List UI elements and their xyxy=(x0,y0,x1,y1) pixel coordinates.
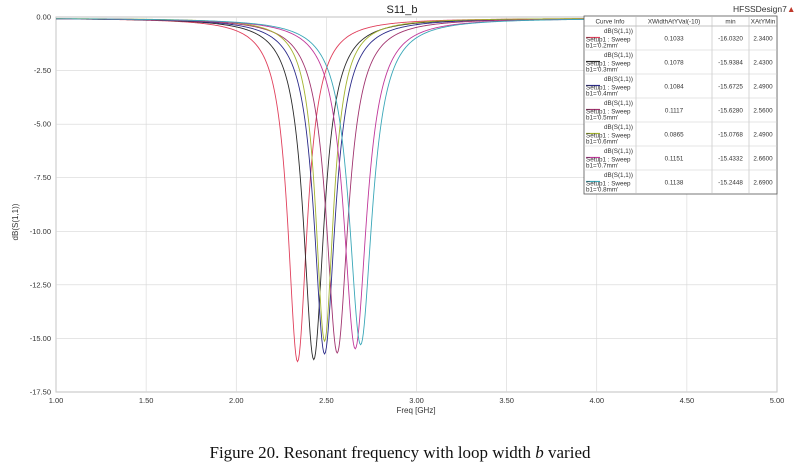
legend-series-setup: Setup1 : Sweep xyxy=(586,109,631,116)
legend-xwidth-value: 0.1151 xyxy=(665,156,684,163)
legend-min-value: -15.6725 xyxy=(718,84,743,91)
chart-title: S11_b xyxy=(387,4,418,16)
y-tick-label: -5.00 xyxy=(34,120,51,129)
legend-series-setup: Setup1 : Sweep xyxy=(586,157,631,164)
legend-series-name: dB(S(1,1)) xyxy=(604,52,633,59)
legend-min-value: -15.2448 xyxy=(718,180,743,187)
legend-series-param: b1='0.2mm' xyxy=(586,43,618,50)
caption-suffix: varied xyxy=(543,443,591,462)
legend-xwidth-value: 0.1138 xyxy=(665,180,684,187)
legend-xwidth-value: 0.1117 xyxy=(665,108,684,115)
legend-series-param: b1='0.8mm' xyxy=(586,187,618,194)
legend-xatymin-value: 2.5600 xyxy=(753,108,773,115)
y-axis-label: dB(S(1,1)) xyxy=(11,203,20,240)
x-tick-label: 5.00 xyxy=(770,396,785,405)
legend-xatymin-value: 2.6600 xyxy=(753,156,773,163)
legend-series-name: dB(S(1,1)) xyxy=(604,76,633,83)
x-tick-label: 4.00 xyxy=(589,396,604,405)
y-tick-label: -7.50 xyxy=(34,173,51,182)
legend: Curve Info XWidthAtYVal(-10) min XAtYMin dB(… xyxy=(583,15,778,195)
legend-series-name: dB(S(1,1)) xyxy=(604,148,633,155)
x-tick-label: 2.50 xyxy=(319,396,334,405)
legend-header-cell: min xyxy=(725,19,736,26)
legend-xwidth-value: 0.0865 xyxy=(664,132,684,139)
legend-series-param: b1='0.3mm' xyxy=(586,67,618,74)
legend-min-value: -15.4332 xyxy=(718,156,743,163)
legend-series-setup: Setup1 : Sweep xyxy=(586,85,631,92)
x-tick-label: 4.50 xyxy=(680,396,695,405)
figure-caption: Figure 20. Resonant frequency with loop … xyxy=(0,443,800,463)
legend-min-value: -15.6280 xyxy=(718,108,743,115)
legend-xwidth-value: 0.1033 xyxy=(664,36,684,43)
legend-series-param: b1='0.5mm' xyxy=(586,115,618,122)
x-axis-label: Freq [GHz] xyxy=(396,406,435,415)
legend-xatymin-value: 2.4900 xyxy=(753,132,773,139)
caption-variable: b xyxy=(535,443,544,462)
legend-xwidth-value: 0.1078 xyxy=(664,60,684,67)
legend-series-name: dB(S(1,1)) xyxy=(604,28,633,35)
design-marker-icon: ▲ xyxy=(787,4,795,14)
y-tick-label: -10.00 xyxy=(30,227,51,236)
legend-series-name: dB(S(1,1)) xyxy=(604,100,633,107)
legend-series-setup: Setup1 : Sweep xyxy=(586,61,631,68)
legend-header-cell: XWidthAtYVal(-10) xyxy=(648,19,700,26)
legend-series-param: b1='0.4mm' xyxy=(586,91,618,98)
y-tick-label: -12.50 xyxy=(30,280,51,289)
legend-min-value: -15.0768 xyxy=(718,132,743,139)
legend-series-setup: Setup1 : Sweep xyxy=(586,181,631,188)
x-tick-label: 3.00 xyxy=(409,396,424,405)
legend-series-name: dB(S(1,1)) xyxy=(604,124,633,131)
legend-xwidth-value: 0.1084 xyxy=(664,84,684,91)
s11-chart: S11_b HFSSDesign7 ▲ 1.00 1.50 2.00 2.50 3.00… xyxy=(11,4,796,415)
legend-series-param: b1='0.6mm' xyxy=(586,139,618,146)
legend-min-value: -15.9384 xyxy=(718,60,743,67)
legend-header-cell: Curve Info xyxy=(595,19,625,26)
legend-header-cell: XAtYMin xyxy=(751,19,776,26)
y-tick-label: -15.00 xyxy=(30,334,51,343)
caption-text: Figure 20. Resonant frequency with loop … xyxy=(209,443,536,462)
legend-series-name: dB(S(1,1)) xyxy=(604,172,633,179)
legend-series-setup: Setup1 : Sweep xyxy=(586,133,631,140)
y-tick-label: -2.50 xyxy=(34,66,51,75)
legend-xatymin-value: 2.3400 xyxy=(753,36,773,43)
x-tick-label: 3.50 xyxy=(499,396,514,405)
y-tick-label: -17.50 xyxy=(30,388,51,397)
x-tick-label: 1.50 xyxy=(139,396,154,405)
x-tick-label: 1.00 xyxy=(49,396,64,405)
y-tick-label: 0.00 xyxy=(36,13,51,22)
x-axis-ticks: 1.00 1.50 2.00 2.50 3.00 3.50 4.00 4.50 5.00 xyxy=(49,396,785,405)
legend-xatymin-value: 2.6900 xyxy=(753,180,773,187)
legend-frame xyxy=(583,15,778,195)
design-name-label: HFSSDesign7 xyxy=(733,4,787,14)
legend-xatymin-value: 2.4300 xyxy=(753,60,773,67)
legend-min-value: -16.0320 xyxy=(718,36,743,43)
x-tick-label: 2.00 xyxy=(229,396,244,405)
y-axis-ticks: 0.00 -2.50 -5.00 -7.50 -10.00 -12.50 -15.00 -17… xyxy=(30,13,51,397)
legend-series-setup: Setup1 : Sweep xyxy=(586,37,631,44)
legend-series-param: b1='0.7mm' xyxy=(586,163,618,170)
legend-xatymin-value: 2.4900 xyxy=(753,84,773,91)
